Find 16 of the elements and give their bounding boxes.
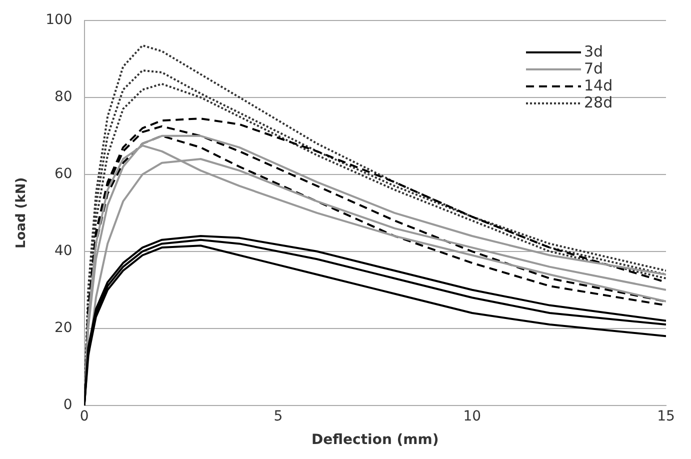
x-tick-label: 10: [463, 408, 482, 424]
x-axis-title: Deflection (mm): [312, 432, 439, 448]
y-axis-title: Load (kN): [14, 177, 30, 249]
x-tick-label: 15: [657, 408, 675, 424]
x-tick-label: 5: [274, 408, 283, 424]
y-tick-label: 80: [54, 89, 72, 106]
y-tick-label: 0: [63, 397, 72, 414]
y-tick-label: 40: [54, 243, 72, 260]
legend-label: 3d: [584, 42, 604, 60]
legend-label: 28d: [584, 93, 613, 112]
y-tick-label: 60: [54, 166, 72, 182]
legend-label: 14d: [584, 76, 613, 94]
x-tick-label: 0: [80, 408, 89, 424]
y-tick-label: 100: [46, 12, 72, 28]
y-tick-label: 20: [54, 320, 72, 336]
legend-label: 7d: [584, 59, 604, 78]
